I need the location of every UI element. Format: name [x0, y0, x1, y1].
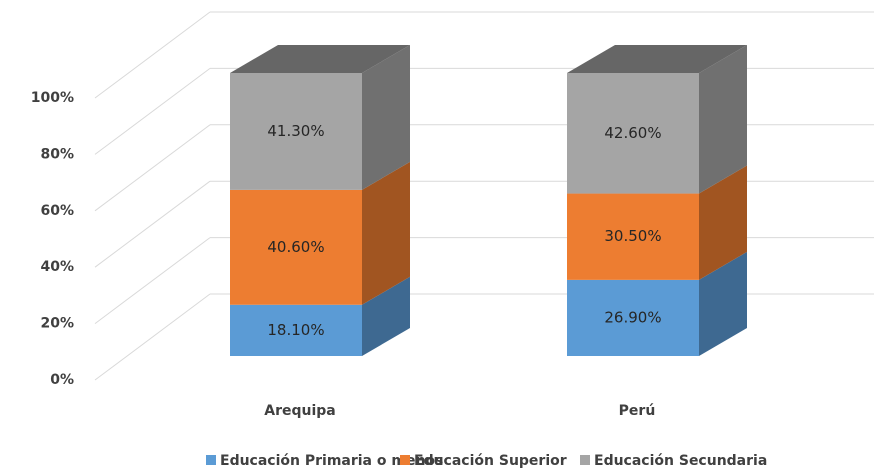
grid-line: [94, 124, 211, 212]
grid-line: [94, 293, 211, 381]
bar-top: [230, 45, 410, 73]
bar-side: [699, 251, 747, 356]
legend-label: Educación Superior: [414, 453, 567, 469]
x-tick-label: Perú: [619, 403, 656, 419]
bar-segment: [567, 279, 699, 356]
bar-side: [699, 45, 747, 194]
y-tick-label: 100%: [31, 90, 74, 106]
bar-side: [362, 161, 410, 305]
legend-label: Educación Primaria o menos: [220, 453, 443, 469]
bar-segment: [567, 73, 699, 194]
legend-label: Educación Secundaria: [594, 453, 767, 469]
y-tick-label: 60%: [40, 203, 74, 219]
value-label: 26.90%: [604, 308, 661, 326]
value-label: 30.50%: [604, 227, 661, 245]
legend-swatch: [580, 455, 590, 465]
grid-line: [94, 11, 211, 99]
bar-segment: [230, 304, 362, 356]
bar-segment: [567, 193, 699, 280]
bar-segment: [230, 189, 362, 305]
value-label: 18.10%: [267, 321, 324, 339]
y-tick-label: 40%: [40, 259, 74, 275]
value-label: 40.60%: [267, 238, 324, 256]
legend-swatch: [206, 455, 216, 465]
y-tick-label: 20%: [40, 316, 74, 332]
value-label: 42.60%: [604, 124, 661, 142]
bar-segment: [230, 73, 362, 190]
bar-top: [567, 45, 747, 73]
grid-line: [94, 67, 211, 155]
bar-side: [362, 276, 410, 356]
bar-side: [699, 165, 747, 280]
grid-line: [94, 237, 211, 325]
legend-swatch: [400, 455, 410, 465]
bar-side: [362, 45, 410, 190]
grid-line: [94, 180, 211, 268]
y-tick-label: 80%: [40, 146, 74, 162]
value-label: 41.30%: [267, 122, 324, 140]
y-tick-label: 0%: [50, 372, 74, 388]
x-tick-label: Arequipa: [264, 403, 336, 419]
